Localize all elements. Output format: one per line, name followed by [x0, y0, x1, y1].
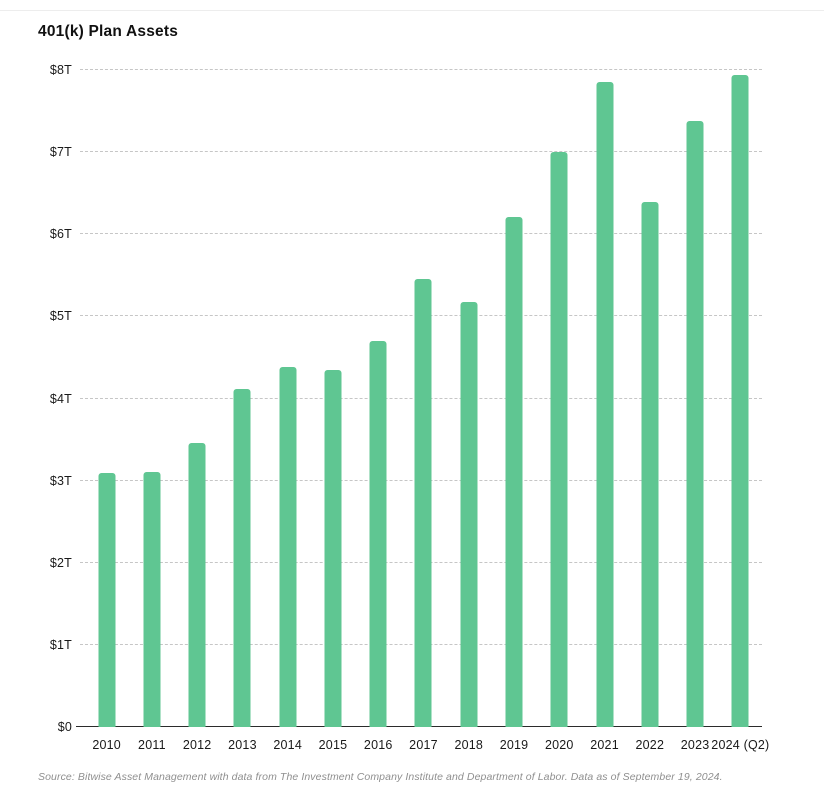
y-tick-label: $3T: [49, 473, 72, 488]
x-tick-label-2018: 2018: [454, 738, 484, 752]
bar-2024: [731, 74, 749, 727]
y-tick-label: $2T: [49, 555, 72, 570]
bar-column-2023: 2023: [672, 70, 717, 752]
bar-2019: [505, 217, 523, 727]
x-tick-label-2017: 2017: [409, 738, 438, 752]
y-tick-label: $5T: [49, 309, 72, 324]
bar-column-2014: 2014: [265, 70, 310, 752]
x-tick-label-2016: 2016: [363, 738, 393, 752]
bar-2010: [98, 473, 116, 727]
bar-column-2017: 2017: [401, 70, 446, 752]
bar-2023: [686, 120, 704, 727]
bar-2011: [143, 472, 161, 727]
bar-2013: [233, 388, 251, 727]
bar-column-2015: 2015: [310, 70, 355, 752]
gridline-8t: [80, 69, 762, 70]
x-tick-label-2020: 2020: [544, 738, 574, 752]
x-tick-label-2014: 2014: [273, 738, 302, 752]
x-tick-label-2024: 2024 (Q2): [711, 738, 770, 752]
x-tick-label-2021: 2021: [590, 738, 619, 752]
bar-2017: [414, 279, 432, 727]
x-tick-label-2015: 2015: [318, 738, 348, 752]
x-tick-label-2023: 2023: [680, 738, 710, 752]
y-tick-label: $6T: [49, 227, 72, 242]
bar-column-2024: 2024 (Q2): [711, 70, 769, 752]
bar-column-2016: 2016: [356, 70, 401, 752]
y-tick-label: $7T: [49, 145, 72, 160]
bar-2020: [550, 152, 568, 727]
bar-column-2019: 2019: [491, 70, 536, 752]
bar-2015: [324, 369, 342, 727]
x-tick-label-2011: 2011: [138, 738, 166, 752]
bar-chart-plot-area: 2010 2011 2012 2013 2014 2015 2016 2017 2018 2019…: [50, 63, 769, 752]
y-tick-label: $8T: [49, 63, 72, 77]
bar-2012: [188, 442, 206, 727]
top-divider: [0, 10, 824, 11]
bar-2021: [596, 81, 614, 727]
bar-column-2018: 2018: [446, 70, 491, 752]
bar-2016: [369, 341, 387, 727]
x-tick-label-2019: 2019: [499, 738, 529, 752]
bar-column-2011: 2011: [129, 70, 174, 752]
x-tick-label-2022: 2022: [635, 738, 665, 752]
source-note: Source: Bitwise Asset Management with da…: [38, 771, 723, 783]
y-tick-label: $1T: [49, 637, 72, 652]
x-tick-label-2013: 2013: [228, 738, 257, 752]
gridline-7t: [80, 151, 762, 153]
bar-2018: [460, 302, 478, 727]
bar-column-2010: 2010: [84, 70, 129, 752]
bar-column-2013: 2013: [220, 70, 265, 752]
gridline-6t: [80, 233, 762, 235]
bar-column-2022: 2022: [627, 70, 672, 752]
x-tick-label-2010: 2010: [92, 738, 121, 752]
bar-series: 2010 2011 2012 2013 2014 2015 2016 2017 2018 2019…: [84, 70, 769, 752]
bar-column-2021: 2021: [582, 70, 627, 752]
bar-column-2012: 2012: [175, 70, 220, 752]
chart-title: 401(k) Plan Assets: [38, 23, 179, 41]
y-tick-label: $4T: [49, 391, 72, 406]
bar-column-2020: 2020: [537, 70, 582, 752]
bar-2022: [641, 202, 659, 727]
x-tick-label-2012: 2012: [182, 738, 212, 752]
bar-2014: [279, 367, 297, 727]
y-tick-label: $0: [57, 720, 72, 734]
